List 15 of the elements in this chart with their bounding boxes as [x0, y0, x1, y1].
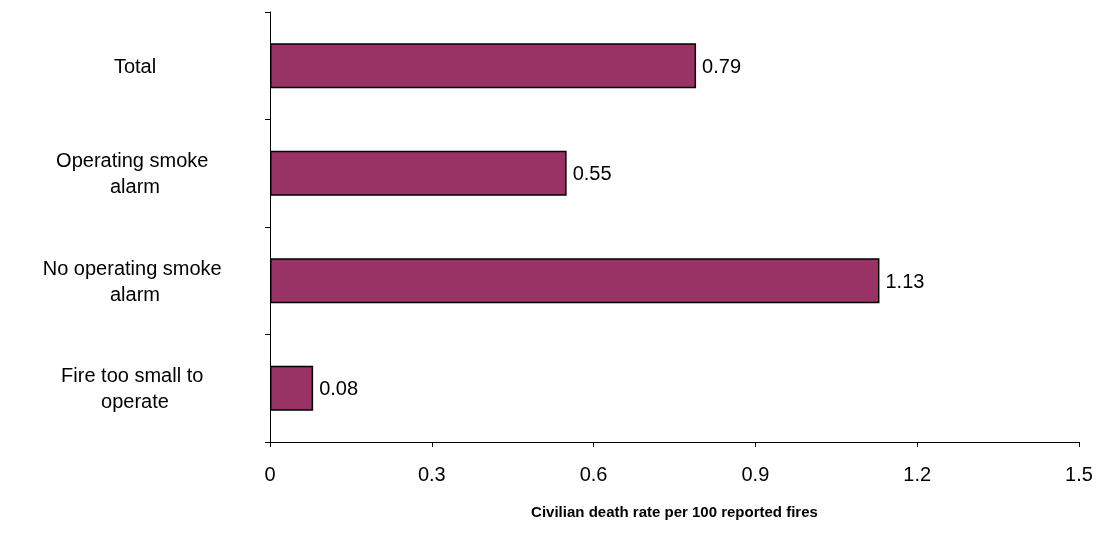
x-axis-title: Civilian death rate per 100 reported fires — [531, 503, 818, 520]
x-tick-label: 0 — [264, 463, 276, 485]
x-tick-label: 0.3 — [417, 463, 446, 485]
x-tick-label: 0.6 — [579, 463, 608, 485]
data-label: 0.08 — [319, 377, 359, 400]
data-label: 0.79 — [702, 54, 742, 77]
x-tick-label: 1.2 — [903, 463, 932, 485]
y-tick-label: Operating smoke alarm — [56, 149, 214, 198]
y-tick-label: Fire too small to operate — [61, 364, 209, 413]
data-label: 1.13 — [885, 269, 925, 292]
data-label: 0.55 — [572, 162, 612, 185]
x-tick-label: 1.5 — [1065, 463, 1093, 485]
y-tick-label: No operating smoke alarm — [42, 256, 228, 305]
y-tick-label: Total — [113, 54, 157, 77]
x-tick-label: 0.9 — [741, 463, 770, 485]
